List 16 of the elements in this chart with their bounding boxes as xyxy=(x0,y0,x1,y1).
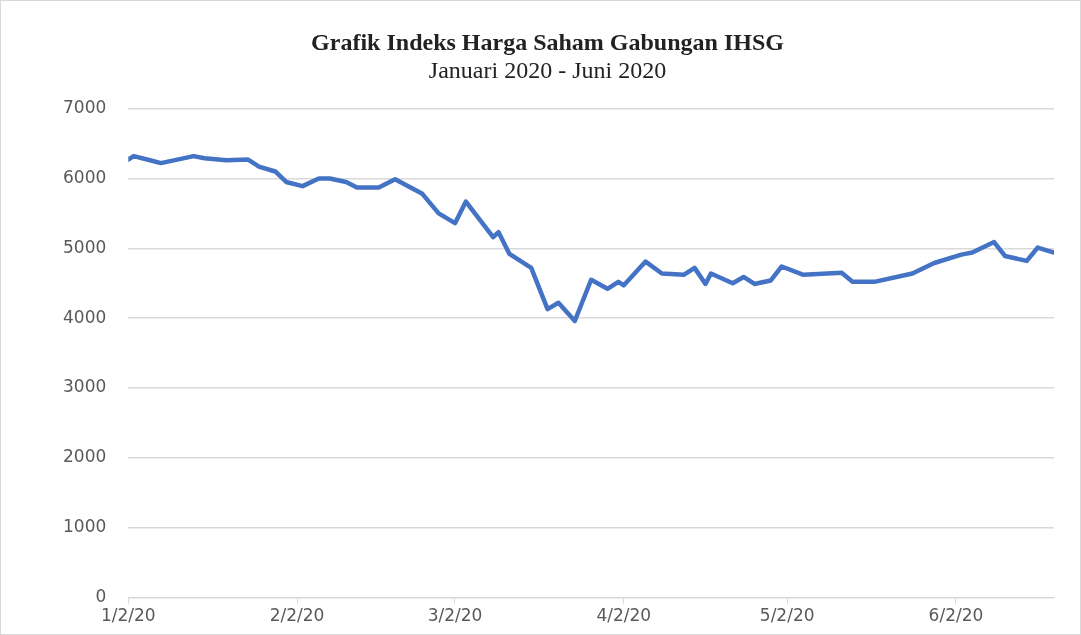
x-tick-label: 2/2/20 xyxy=(269,605,325,626)
x-tick-label: 4/2/20 xyxy=(596,605,652,626)
y-tick-label: 0 xyxy=(95,586,107,607)
y-tick-label: 2000 xyxy=(63,446,107,467)
y-tick-label: 3000 xyxy=(63,376,107,397)
x-tick-label: 6/2/20 xyxy=(928,605,984,626)
y-tick-label: 6000 xyxy=(63,166,107,187)
y-tick-label: 4000 xyxy=(63,306,107,327)
x-tick-label: 3/2/20 xyxy=(427,605,483,626)
y-tick-label: 7000 xyxy=(63,97,107,118)
chart-title: Grafik Indeks Harga Saham Gabungan IHSG xyxy=(311,28,785,55)
y-tick-label: 1000 xyxy=(63,516,107,537)
x-tick-label: 5/2/20 xyxy=(759,605,815,626)
x-tick-label: 1/2/20 xyxy=(100,605,156,626)
chart-subtitle: Januari 2020 - Juni 2020 xyxy=(428,57,667,84)
y-tick-label: 5000 xyxy=(63,236,107,257)
